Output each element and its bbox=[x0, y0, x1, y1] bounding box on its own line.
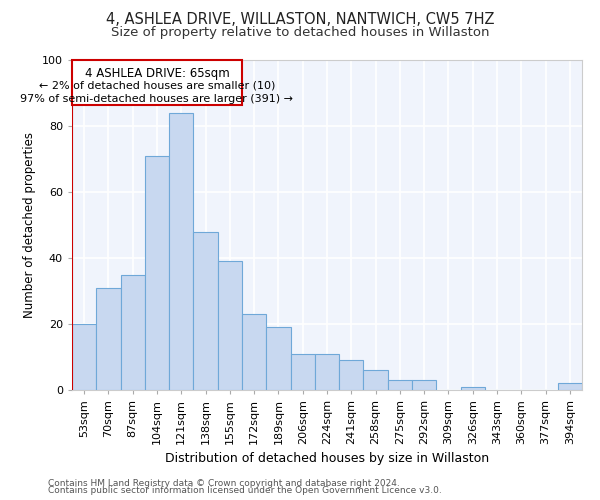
Bar bbox=[339, 360, 364, 390]
Bar bbox=[388, 380, 412, 390]
Bar bbox=[218, 262, 242, 390]
Text: 97% of semi-detached houses are larger (391) →: 97% of semi-detached houses are larger (… bbox=[20, 94, 293, 104]
Bar bbox=[315, 354, 339, 390]
Text: 4 ASHLEA DRIVE: 65sqm: 4 ASHLEA DRIVE: 65sqm bbox=[85, 68, 229, 80]
Bar bbox=[72, 324, 96, 390]
Bar bbox=[461, 386, 485, 390]
Bar bbox=[364, 370, 388, 390]
FancyBboxPatch shape bbox=[72, 60, 242, 104]
Text: Contains public sector information licensed under the Open Government Licence v3: Contains public sector information licen… bbox=[48, 486, 442, 495]
X-axis label: Distribution of detached houses by size in Willaston: Distribution of detached houses by size … bbox=[165, 452, 489, 466]
Bar bbox=[242, 314, 266, 390]
Text: Size of property relative to detached houses in Willaston: Size of property relative to detached ho… bbox=[111, 26, 489, 39]
Text: ← 2% of detached houses are smaller (10): ← 2% of detached houses are smaller (10) bbox=[39, 80, 275, 90]
Bar bbox=[193, 232, 218, 390]
Bar bbox=[145, 156, 169, 390]
Bar bbox=[290, 354, 315, 390]
Bar bbox=[266, 328, 290, 390]
Bar bbox=[169, 113, 193, 390]
Text: Contains HM Land Registry data © Crown copyright and database right 2024.: Contains HM Land Registry data © Crown c… bbox=[48, 478, 400, 488]
Bar bbox=[558, 384, 582, 390]
Text: 4, ASHLEA DRIVE, WILLASTON, NANTWICH, CW5 7HZ: 4, ASHLEA DRIVE, WILLASTON, NANTWICH, CW… bbox=[106, 12, 494, 28]
Bar bbox=[412, 380, 436, 390]
Bar bbox=[121, 274, 145, 390]
Bar bbox=[96, 288, 121, 390]
Y-axis label: Number of detached properties: Number of detached properties bbox=[23, 132, 37, 318]
